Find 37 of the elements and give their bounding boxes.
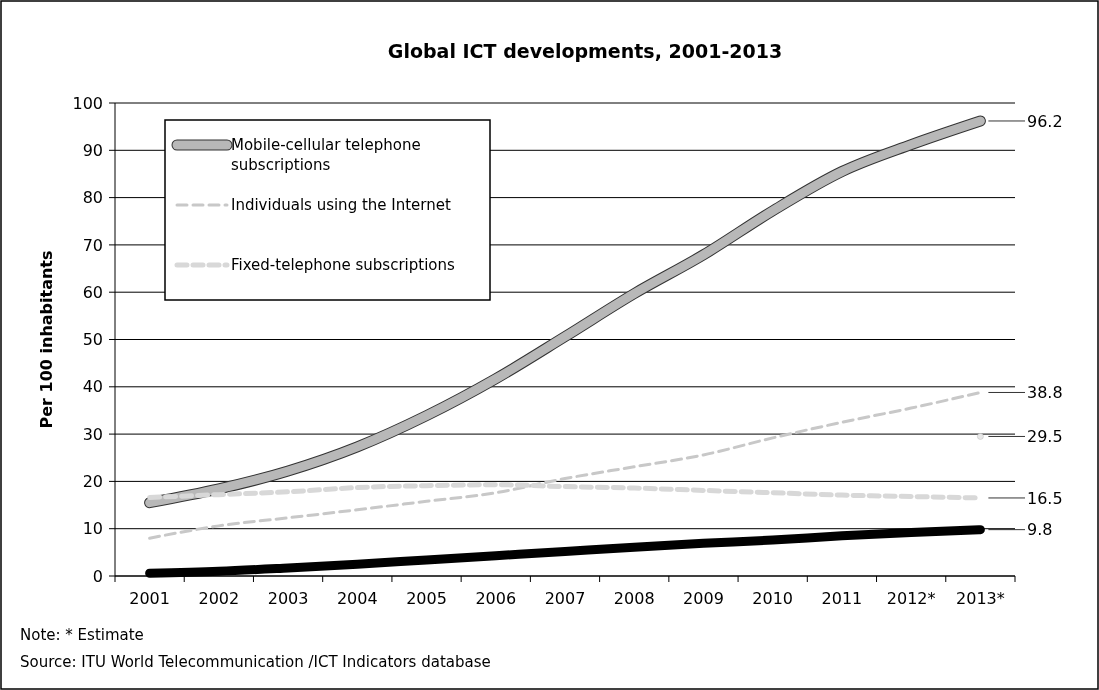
x-tick-label: 2012* [886,589,936,608]
source-note: Source: ITU World Telecommunication /ICT Indicators database [20,653,491,671]
data-label: 16.5 [1027,488,1063,508]
y-tick-label: 50 [82,330,103,350]
y-tick-label: 90 [82,140,103,160]
x-tick-label: 2002 [198,589,240,608]
x-tick-label: 2004 [336,589,378,608]
y-tick-label: 80 [82,188,103,208]
x-tick-label: 2013* [956,589,1005,608]
y-tick-label: 70 [82,235,103,255]
data-label: 96.2 [1027,111,1063,131]
x-tick-label: 2009 [683,589,724,608]
y-tick-label: 10 [82,519,103,539]
data-label: 29.5 [1027,427,1063,447]
x-tick-label: 2011 [821,589,863,608]
x-tick-label: 2006 [475,589,517,608]
legend-label: Mobile-cellular telephone subscriptions [231,136,421,174]
x-tick-label: 2003 [267,589,309,608]
chart-title: Global ICT developments, 2001-2013 [387,40,783,62]
y-tick-label: 0 [92,566,103,586]
y-tick-label: 60 [82,282,103,302]
y-tick-label: 20 [82,472,103,491]
y-tick-label: 30 [82,424,103,444]
line-series [148,390,982,540]
y-tick-label: 40 [82,377,103,397]
y-axis-title: Per 100 inhabitants [37,250,56,429]
x-tick-label: 2008 [613,589,655,608]
data-label: 38.8 [1027,383,1063,403]
data-label: 9.8 [1027,520,1053,540]
x-tick-label: 2010 [752,589,794,608]
x-tick-label: 2007 [544,589,586,608]
text: Note: * Estimate [20,626,144,644]
legend-label: Individuals using the Internet [231,196,451,215]
x-tick-label: 2001 [129,589,170,608]
y-tick-label: 100 [72,93,103,113]
legend-label: Fixed-telephone subscriptions [231,256,455,275]
x-tick-label: 2005 [406,589,447,608]
